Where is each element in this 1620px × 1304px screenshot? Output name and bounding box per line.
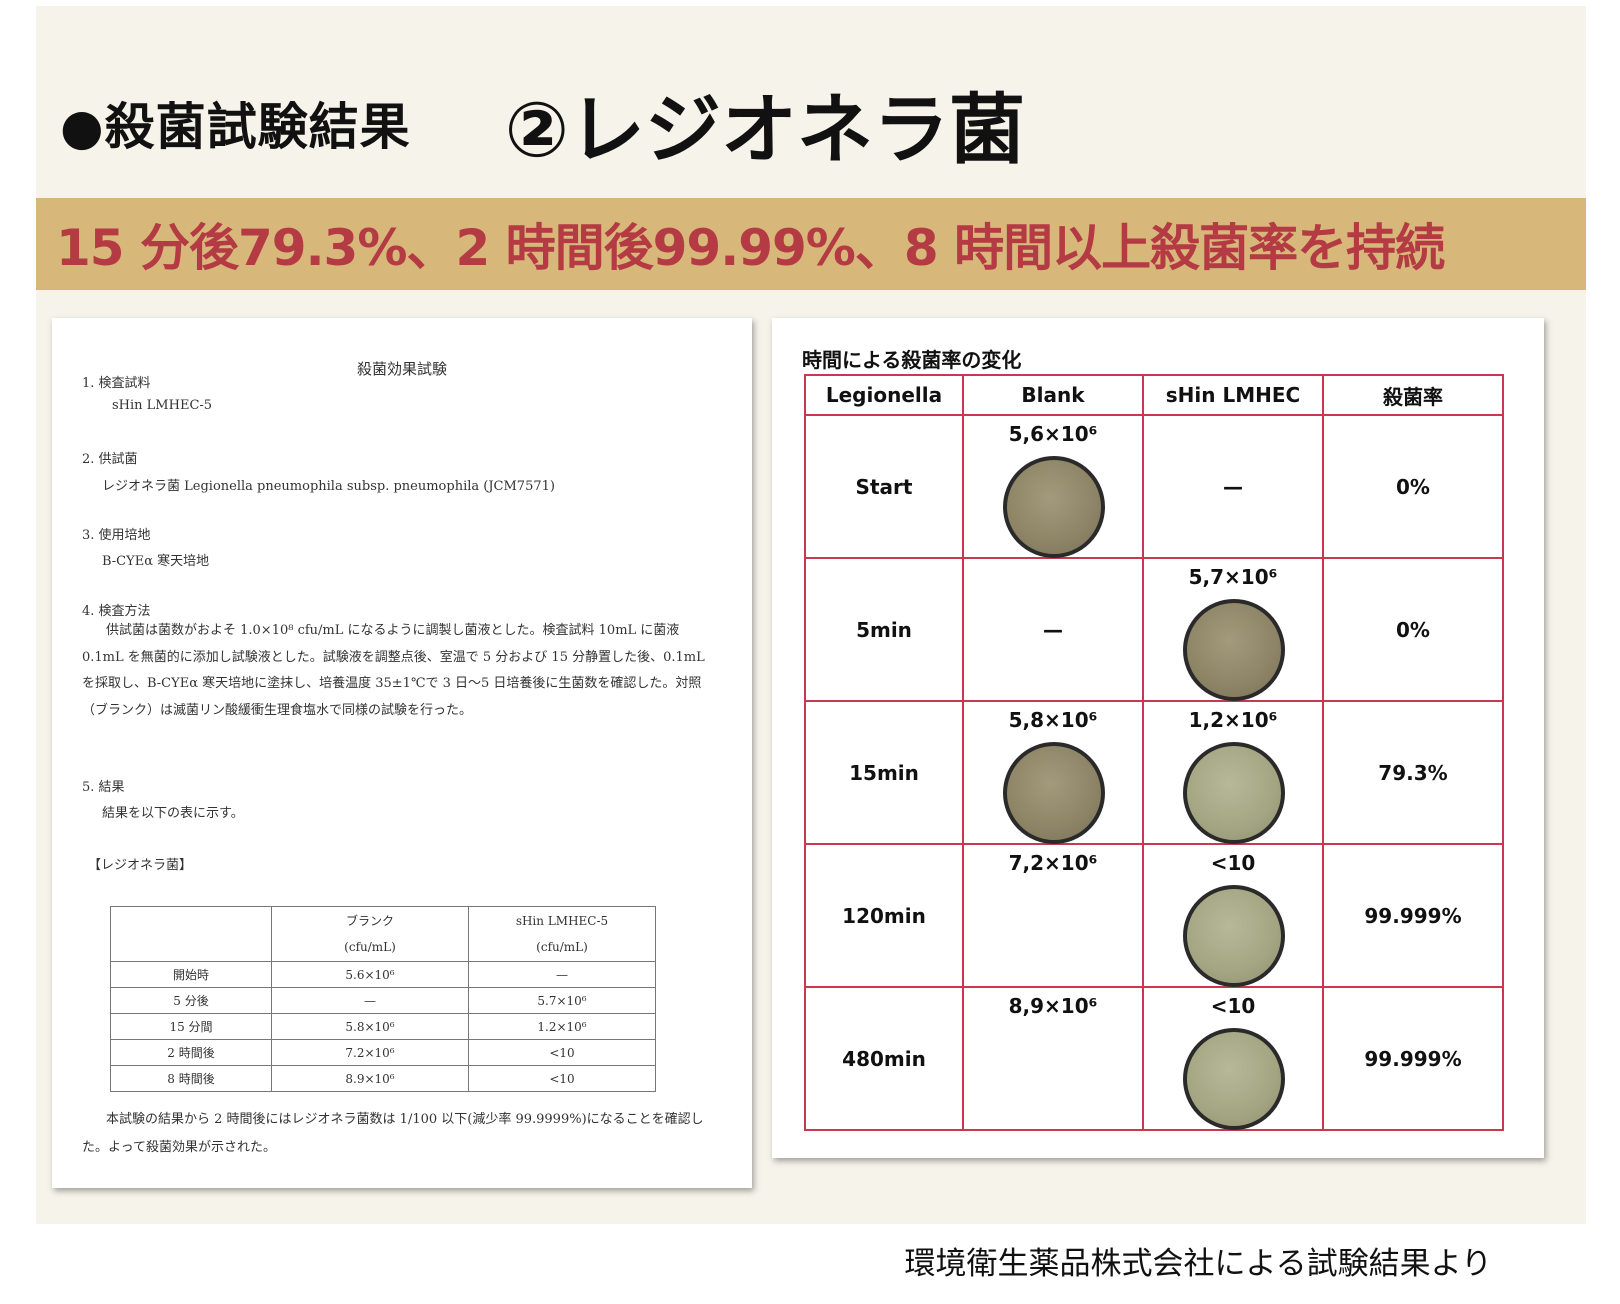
shin-cell: <10 <box>1142 986 1324 1131</box>
table-row: 開始時 5.6×10⁶ — <box>110 961 656 988</box>
rate-cell: 79.3% <box>1322 700 1504 845</box>
header-rate: 殺菌率 <box>1322 374 1504 416</box>
shin-count: <10 <box>1210 994 1256 1018</box>
table-cell: 5.6×10⁶ <box>271 961 469 988</box>
section-label: ●殺菌試験結果 <box>60 98 411 156</box>
page-title: ②レジオネラ菌 <box>504 85 1025 174</box>
section-heading: 2. 供試菌 <box>82 452 138 467</box>
results-row: 120min 7,2×10⁶ <10 99.999% <box>804 843 1504 988</box>
rate-cell: 99.999% <box>1322 986 1504 1131</box>
table-cell: 開始時 <box>110 961 272 988</box>
rate-cell: 99.999% <box>1322 843 1504 988</box>
table-cell: <10 <box>468 1039 656 1066</box>
banner-text: 15 分後79.3%、2 時間後99.99%、8 時間以上殺菌率を持続 <box>56 219 1445 277</box>
table-header-cell: sHin LMHEC-5 (cfu/mL) <box>468 906 656 962</box>
shin-cell: <10 <box>1142 843 1324 988</box>
rate-cell: 0% <box>1322 414 1504 559</box>
time-cell: 15min <box>804 700 964 845</box>
table-header-cell: ブランク (cfu/mL) <box>271 906 469 962</box>
method-paragraph: 供試菌は菌数がおよそ 1.0×10⁸ cfu/mL になるように調製し菌液とした… <box>82 623 705 718</box>
table-row: 8 時間後 8.9×10⁶ <10 <box>110 1065 656 1092</box>
table-cell: <10 <box>468 1065 656 1092</box>
blank-count: 7,2×10⁶ <box>1008 851 1098 875</box>
shin-count: 5,7×10⁶ <box>1188 565 1278 589</box>
table-cell: 5.7×10⁶ <box>468 987 656 1014</box>
petri-dish-image <box>1183 1028 1285 1130</box>
petri-dish-image <box>1183 599 1285 701</box>
summary-banner: 15 分後79.3%、2 時間後99.99%、8 時間以上殺菌率を持続 <box>36 198 1586 290</box>
table-header-row: ブランク (cfu/mL) sHin LMHEC-5 (cfu/mL) <box>110 906 656 962</box>
blank-cell: 5,8×10⁶ <box>962 700 1144 845</box>
time-cell: 480min <box>804 986 964 1131</box>
section-value: sHin LMHEC-5 <box>112 398 213 413</box>
header-blank: Blank <box>962 374 1144 416</box>
table-cell <box>110 906 272 962</box>
petri-dish-image <box>1183 742 1285 844</box>
time-cell: 120min <box>804 843 964 988</box>
shin-count: <10 <box>1210 851 1256 875</box>
blank-cell: 5,6×10⁶ <box>962 414 1144 559</box>
shin-count: 1,2×10⁶ <box>1188 708 1278 732</box>
table-row: 15 分間 5.8×10⁶ 1.2×10⁶ <box>110 1013 656 1040</box>
header-shin: sHin LMHEC <box>1142 374 1324 416</box>
petri-dish-image <box>1003 456 1105 558</box>
rate-cell: 0% <box>1322 557 1504 702</box>
table-row: 5 分後 —5.7×10⁶ <box>110 987 656 1014</box>
results-row: Start 5,6×10⁶ — 0% <box>804 414 1504 559</box>
table-cell: — <box>468 961 656 988</box>
section-heading: 4. 検査方法 <box>82 604 151 619</box>
report-table: ブランク (cfu/mL) sHin LMHEC-5 (cfu/mL) 開始時 5.6… <box>110 906 656 1092</box>
shin-cell: 5,7×10⁶ <box>1142 557 1324 702</box>
results-row: 5min — 5,7×10⁶ 0% <box>804 557 1504 702</box>
blank-count: 8,9×10⁶ <box>1008 994 1098 1018</box>
blank-cell: 7,2×10⁶ <box>962 843 1144 988</box>
section-heading: 3. 使用培地 <box>82 528 151 543</box>
shin-cell: 1,2×10⁶ <box>1142 700 1324 845</box>
card-title: 時間による殺菌率の変化 <box>802 348 1022 372</box>
header-legionella: Legionella <box>804 374 964 416</box>
petri-dish-image <box>1183 885 1285 987</box>
table-cell: 2 時間後 <box>110 1039 272 1066</box>
slide: ●殺菌試験結果 ②レジオネラ菌 15 分後79.3%、2 時間後99.99%、8… <box>36 6 1586 1224</box>
table-cell: 7.2×10⁶ <box>271 1039 469 1066</box>
report-title: 殺菌効果試験 <box>356 360 447 378</box>
section-heading: 5. 結果 <box>82 780 125 795</box>
blank-count: 5,6×10⁶ <box>1008 422 1098 446</box>
results-table: Legionella Blank sHin LMHEC 殺菌率 Start 5,… <box>804 374 1504 1131</box>
petri-dish-image <box>1003 742 1105 844</box>
table-row: 2 時間後 7.2×10⁶ <10 <box>110 1039 656 1066</box>
blank-count: 5,8×10⁶ <box>1008 708 1098 732</box>
table-caption: 【レジオネラ菌】 <box>88 858 193 873</box>
table-cell: 15 分間 <box>110 1013 272 1040</box>
section-value: 結果を以下の表に示す。 <box>102 806 244 821</box>
blank-cell: 8,9×10⁶ <box>962 986 1144 1131</box>
time-cell: 5min <box>804 557 964 702</box>
blank-cell: — <box>962 557 1144 702</box>
table-cell: — <box>271 987 469 1014</box>
section-value: レジオネラ菌 Legionella pneumophila subsp. pne… <box>102 479 555 494</box>
time-cell: Start <box>804 414 964 559</box>
table-cell: 1.2×10⁶ <box>468 1013 656 1040</box>
results-card: 時間による殺菌率の変化 Legionella Blank sHin LMHEC … <box>772 318 1544 1158</box>
conclusion-paragraph: 本試験の結果から 2 時間後にはレジオネラ菌数は 1/100 以下(減少率 99… <box>82 1112 704 1155</box>
test-report-document: 殺菌効果試験 1. 検査試料 sHin LMHEC-5 2. 供試菌 レジオネラ… <box>52 318 752 1188</box>
table-cell: 8.9×10⁶ <box>271 1065 469 1092</box>
table-cell: 5.8×10⁶ <box>271 1013 469 1040</box>
table-cell: 8 時間後 <box>110 1065 272 1092</box>
results-row: 480min 8,9×10⁶ <10 99.999% <box>804 986 1504 1131</box>
page-header: ●殺菌試験結果 ②レジオネラ菌 <box>60 78 1025 174</box>
source-credit: 環境衛生薬品株式会社による試験結果より <box>904 1246 1492 1282</box>
table-cell: 5 分後 <box>110 987 272 1014</box>
section-value: B-CYEα 寒天培地 <box>102 554 210 569</box>
shin-cell: — <box>1142 414 1324 559</box>
results-row: 15min 5,8×10⁶ 1,2×10⁶ 79.3% <box>804 700 1504 845</box>
section-heading: 1. 検査試料 <box>82 376 151 391</box>
results-header-row: Legionella Blank sHin LMHEC 殺菌率 <box>804 374 1504 416</box>
